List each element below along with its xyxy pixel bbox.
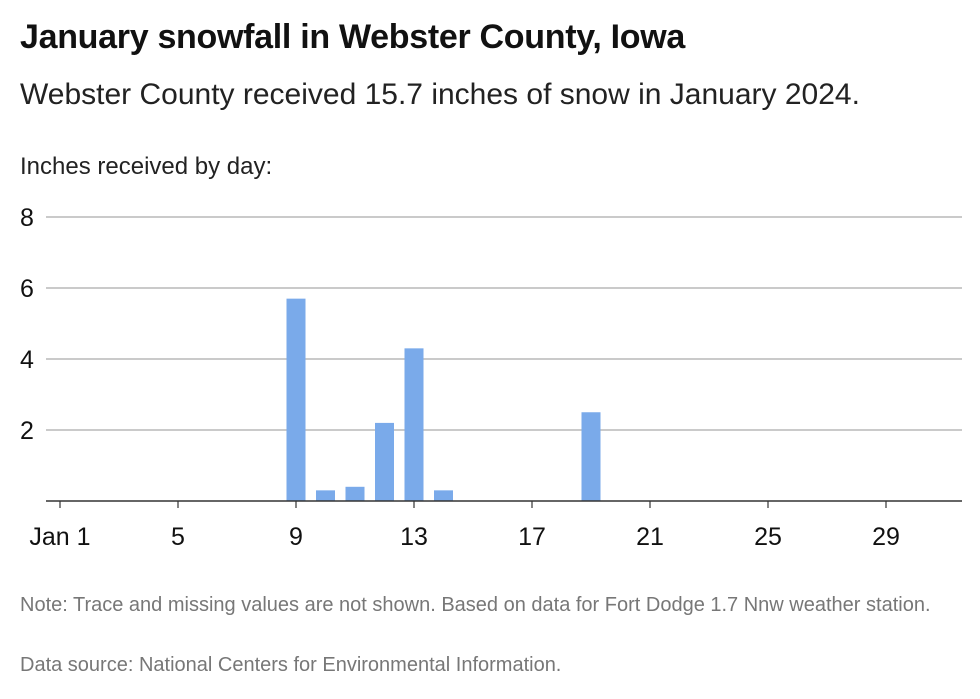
y-tick-label: 6 bbox=[20, 275, 34, 303]
x-tick-label: 21 bbox=[636, 523, 664, 551]
y-tick-label: 2 bbox=[20, 417, 34, 445]
bar-day-12 bbox=[375, 422, 394, 501]
y-axis-label: Inches received by day: bbox=[20, 153, 273, 180]
x-tick-label: 5 bbox=[171, 523, 185, 551]
x-tick-label: 13 bbox=[400, 523, 428, 551]
bar-chart: 2 4 6 8 Jan 1 5 9 13 17 21 25 29 bbox=[20, 204, 962, 551]
bar-day-10 bbox=[316, 490, 335, 501]
x-tick-label: 25 bbox=[754, 523, 782, 551]
bar-day-14 bbox=[434, 490, 453, 501]
y-tick-label: 4 bbox=[20, 346, 34, 374]
bar-day-19 bbox=[581, 412, 601, 501]
chart-subtitle: Webster County received 15.7 inches of s… bbox=[20, 78, 860, 111]
x-tick-label: 9 bbox=[289, 523, 303, 551]
x-tick-label: 17 bbox=[518, 523, 546, 551]
y-tick-label: 8 bbox=[20, 204, 34, 232]
chart-note: Note: Trace and missing values are not s… bbox=[20, 594, 931, 616]
bar-day-11 bbox=[345, 486, 365, 501]
bar-day-13 bbox=[404, 348, 424, 501]
x-tick-label: Jan 1 bbox=[29, 523, 90, 551]
bar-day-9 bbox=[286, 298, 306, 501]
x-tick-label: 29 bbox=[872, 523, 900, 551]
data-source: Data source: National Centers for Enviro… bbox=[20, 654, 562, 676]
chart-title: January snowfall in Webster County, Iowa bbox=[20, 18, 685, 56]
